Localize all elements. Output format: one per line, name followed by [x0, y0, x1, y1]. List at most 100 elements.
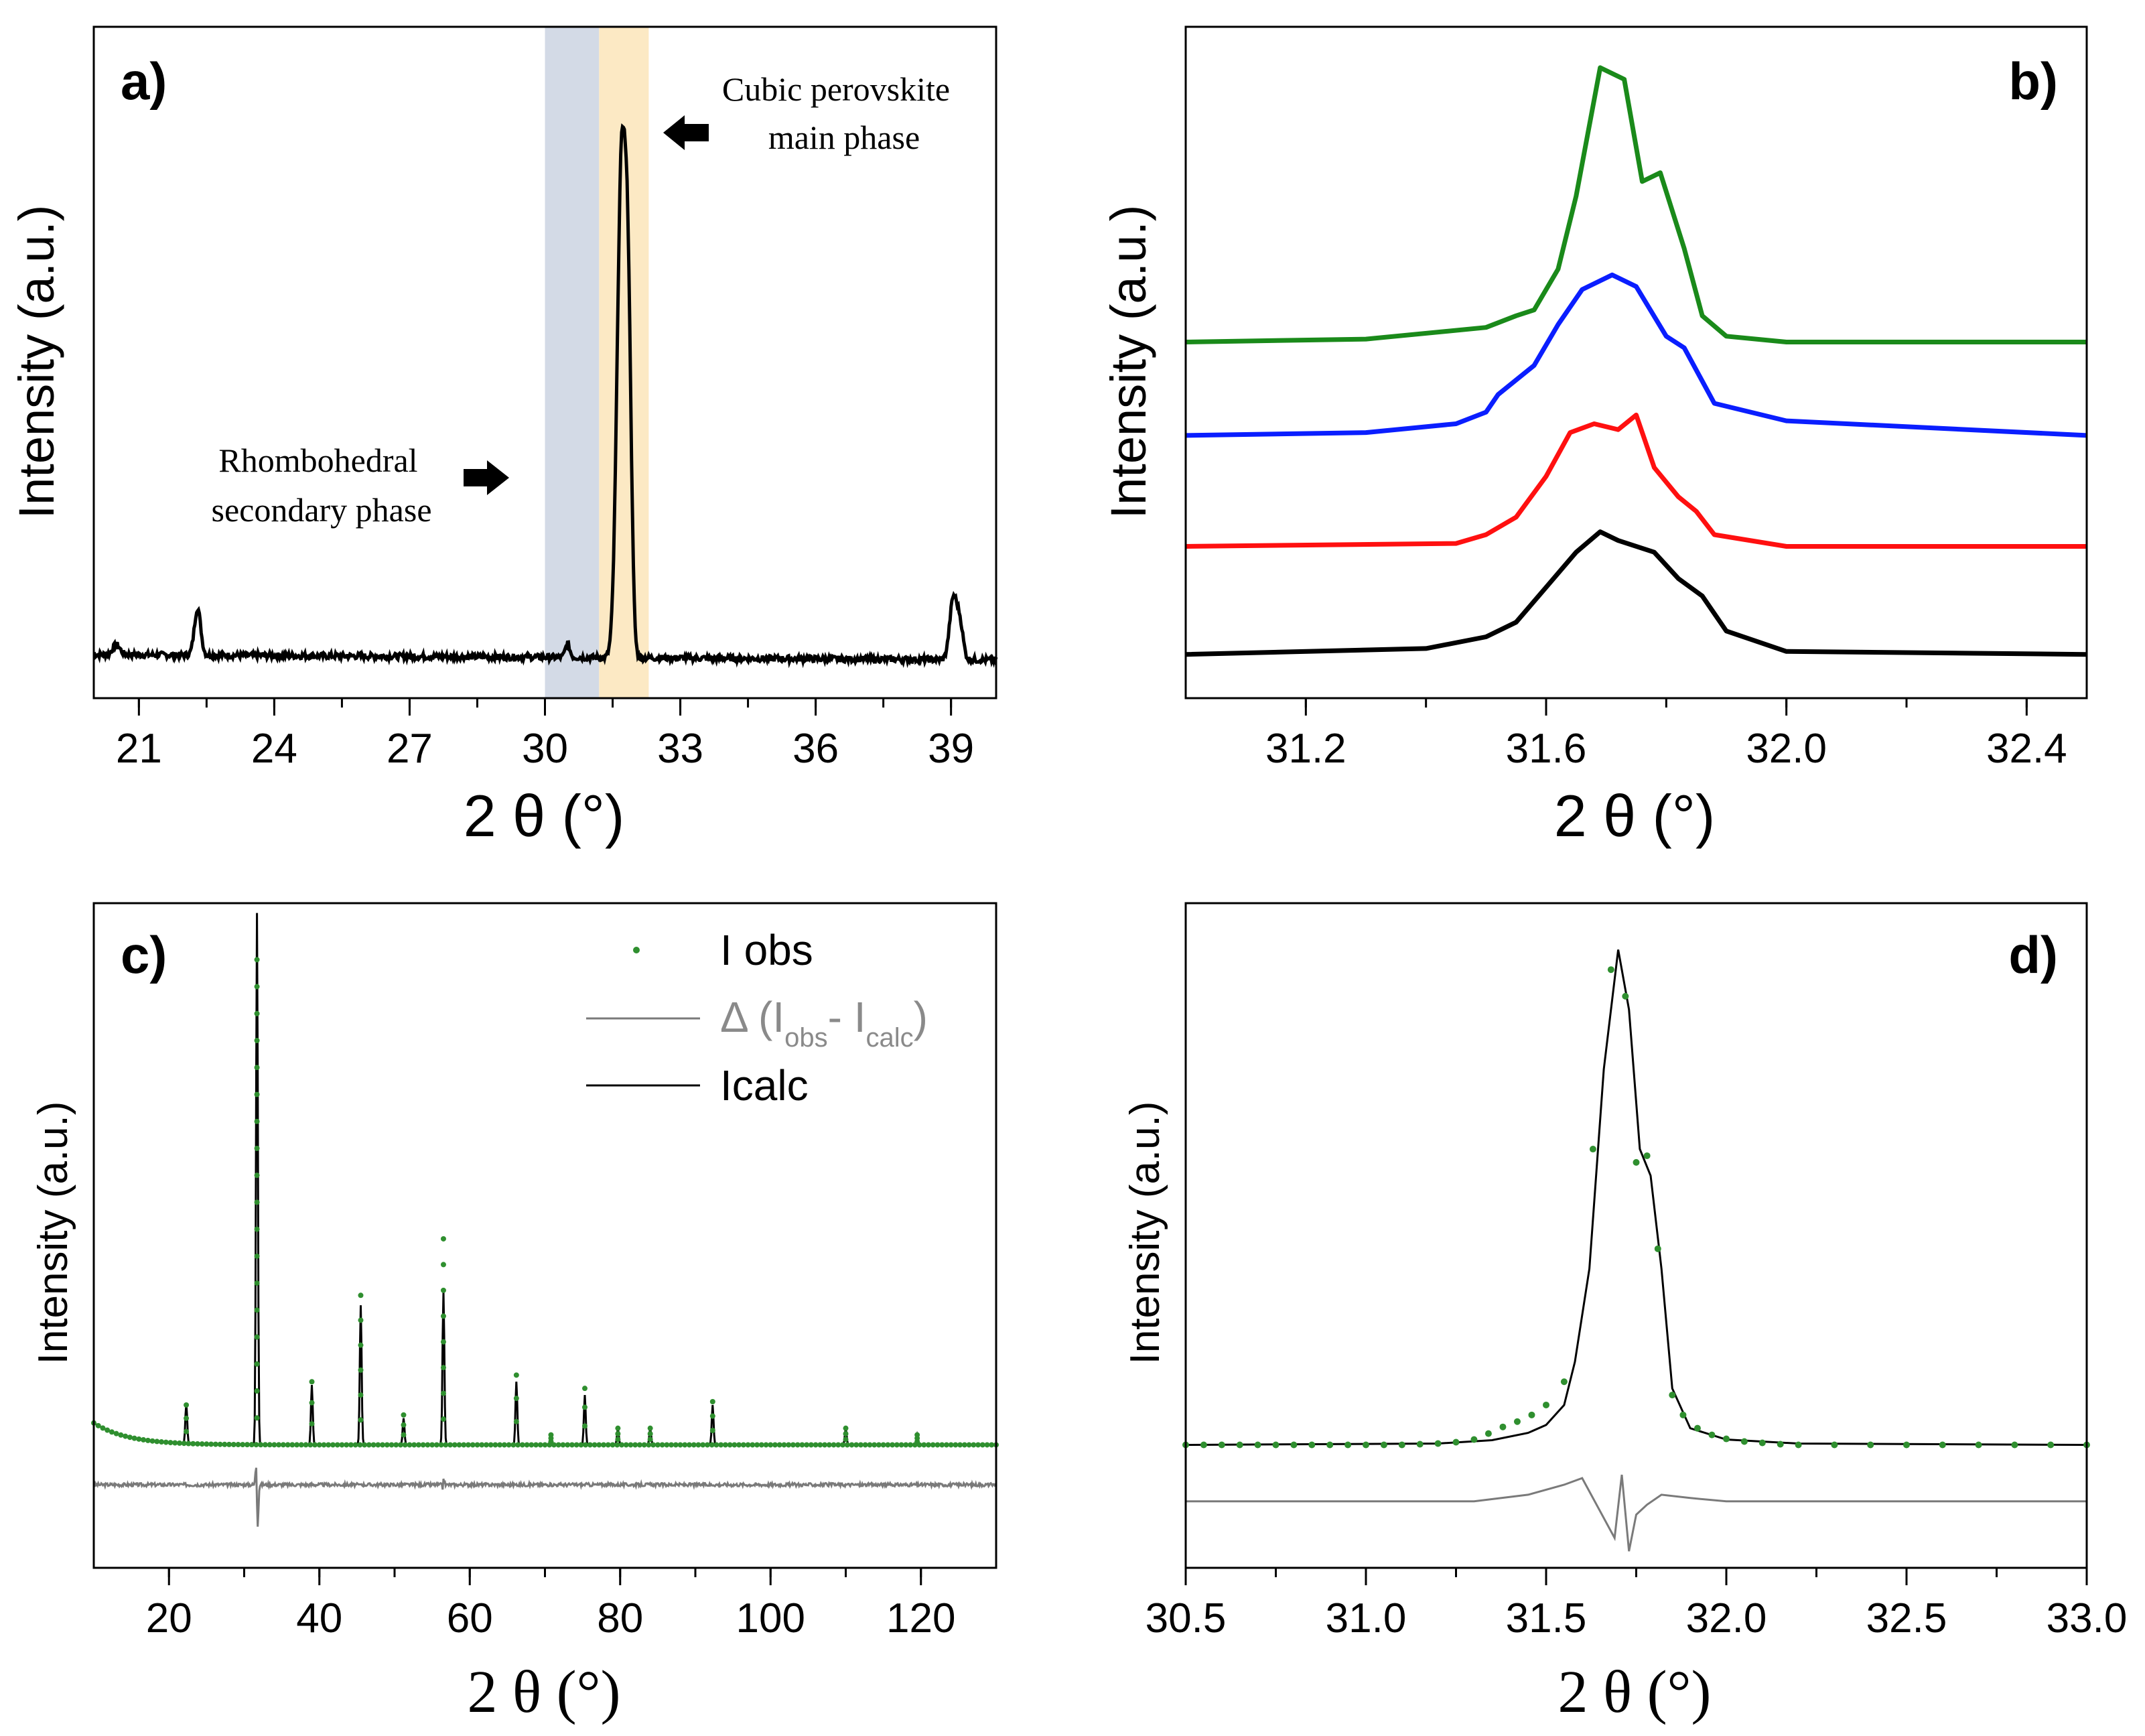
obs-point: [529, 1442, 535, 1448]
obs-point: [194, 1441, 200, 1447]
obs-point: [123, 1433, 129, 1439]
obs-point: [226, 1441, 232, 1447]
panel-a-tick-label: 21: [116, 726, 162, 772]
obs-point: [772, 1442, 778, 1448]
obs-point: [402, 1442, 408, 1448]
obs-point: [984, 1442, 990, 1448]
obs-point: [1643, 1152, 1651, 1159]
obs-point: [1416, 1441, 1424, 1448]
rhombohedral-annotation-line-1: Rhombohedral: [218, 442, 417, 479]
obs-point: [555, 1442, 561, 1448]
obs-point: [384, 1442, 390, 1448]
obs-point: [254, 957, 260, 963]
obs-point: [758, 1442, 764, 1448]
obs-point: [510, 1442, 516, 1448]
obs-point: [513, 1418, 519, 1424]
obs-point: [358, 1367, 364, 1373]
obs-point: [971, 1442, 977, 1448]
obs-point: [961, 1442, 967, 1448]
obs-point: [289, 1442, 295, 1448]
obs-point: [235, 1442, 241, 1448]
panel-c-tick-label: 40: [296, 1595, 342, 1642]
obs-point: [501, 1442, 507, 1448]
panel-b-axes-frame: [1184, 25, 2088, 699]
panel-c-tick-label: 120: [886, 1595, 955, 1642]
panel-d: 30.5 31.0 31.5 32.0 32.5 33.0 d) Intensity (a…: [1122, 902, 2127, 1725]
obs-point: [709, 1442, 715, 1448]
obs-point: [276, 1442, 282, 1448]
obs-point: [440, 1313, 446, 1319]
legend-delta-label: Δ (Iobs- Icalc): [720, 993, 928, 1053]
obs-point: [474, 1442, 480, 1448]
obs-point: [1499, 1423, 1507, 1430]
obs-point: [1795, 1441, 1802, 1449]
obs-point: [131, 1435, 137, 1441]
panel-a-tick-label: 36: [792, 726, 839, 772]
obs-point: [876, 1442, 882, 1448]
obs-point: [542, 1442, 548, 1448]
legend-obs-label: I obs: [720, 926, 813, 974]
panel-c-tick-label: 60: [447, 1595, 493, 1642]
obs-point: [452, 1442, 458, 1448]
panel-b: 31.2 31.6 32.0 32.4 b) Intensity (a.u.) 2 θ…: [1101, 25, 2088, 849]
obs-point: [903, 1442, 909, 1448]
obs-point: [1831, 1441, 1838, 1449]
obs-point: [709, 1413, 715, 1419]
obs-point: [1380, 1441, 1387, 1449]
obs-point: [118, 1432, 124, 1438]
obs-point: [230, 1441, 236, 1447]
obs-point: [804, 1442, 810, 1448]
obs-point: [1398, 1441, 1405, 1449]
obs-point: [321, 1442, 327, 1448]
obs-point: [718, 1442, 724, 1448]
obs-point: [610, 1442, 616, 1448]
obs-point: [348, 1442, 354, 1448]
obs-point: [786, 1442, 792, 1448]
obs-point: [1740, 1438, 1748, 1445]
panel-d-x-ticks: 30.5 31.0 31.5 32.0 32.5 33.0: [1146, 1568, 2127, 1642]
obs-point: [808, 1442, 814, 1448]
obs-point: [2047, 1441, 2055, 1449]
obs-point: [880, 1442, 886, 1448]
obs-point: [654, 1442, 661, 1448]
obs-point: [1363, 1441, 1369, 1449]
obs-point: [159, 1439, 165, 1445]
obs-point: [397, 1442, 403, 1448]
obs-point: [440, 1339, 446, 1345]
obs-point: [2011, 1441, 2018, 1449]
obs-point: [181, 1441, 187, 1447]
obs-point: [647, 1437, 653, 1443]
obs-point: [659, 1442, 665, 1448]
panel-c-x-ticks: 20 40 60 80 100 120: [146, 1568, 955, 1642]
obs-point: [362, 1442, 368, 1448]
obs-point: [587, 1442, 593, 1448]
obs-point: [447, 1442, 454, 1448]
obs-point: [1693, 1424, 1701, 1432]
panel-a-tick-label: 39: [928, 726, 974, 772]
black-trace: [1185, 529, 2087, 657]
obs-point: [1777, 1441, 1784, 1448]
obs-point: [867, 1442, 873, 1448]
obs-point: [254, 1118, 260, 1124]
panel-c-observed-points: [91, 957, 999, 1448]
obs-point: [253, 1442, 259, 1448]
panel-a-x-ticks: 21 24 27 30 33 36 39: [116, 698, 974, 772]
obs-point: [691, 1442, 697, 1448]
obs-point: [303, 1442, 309, 1448]
obs-point: [401, 1412, 407, 1418]
obs-point: [420, 1442, 426, 1448]
panel-b-xlabel: 2 θ (°): [1554, 783, 1716, 849]
obs-point: [914, 1432, 920, 1438]
obs-point: [1939, 1441, 1946, 1449]
green-trace: [1185, 65, 2087, 344]
obs-point: [885, 1442, 891, 1448]
panel-a-label: a): [121, 52, 167, 111]
obs-point: [254, 984, 260, 990]
obs-point: [862, 1442, 868, 1448]
obs-point: [799, 1442, 805, 1448]
legend-delta-prefix: Δ (I: [720, 993, 784, 1041]
obs-point: [1272, 1441, 1279, 1449]
obs-point: [167, 1440, 174, 1446]
obs-point: [524, 1442, 530, 1448]
obs-point: [618, 1442, 624, 1448]
